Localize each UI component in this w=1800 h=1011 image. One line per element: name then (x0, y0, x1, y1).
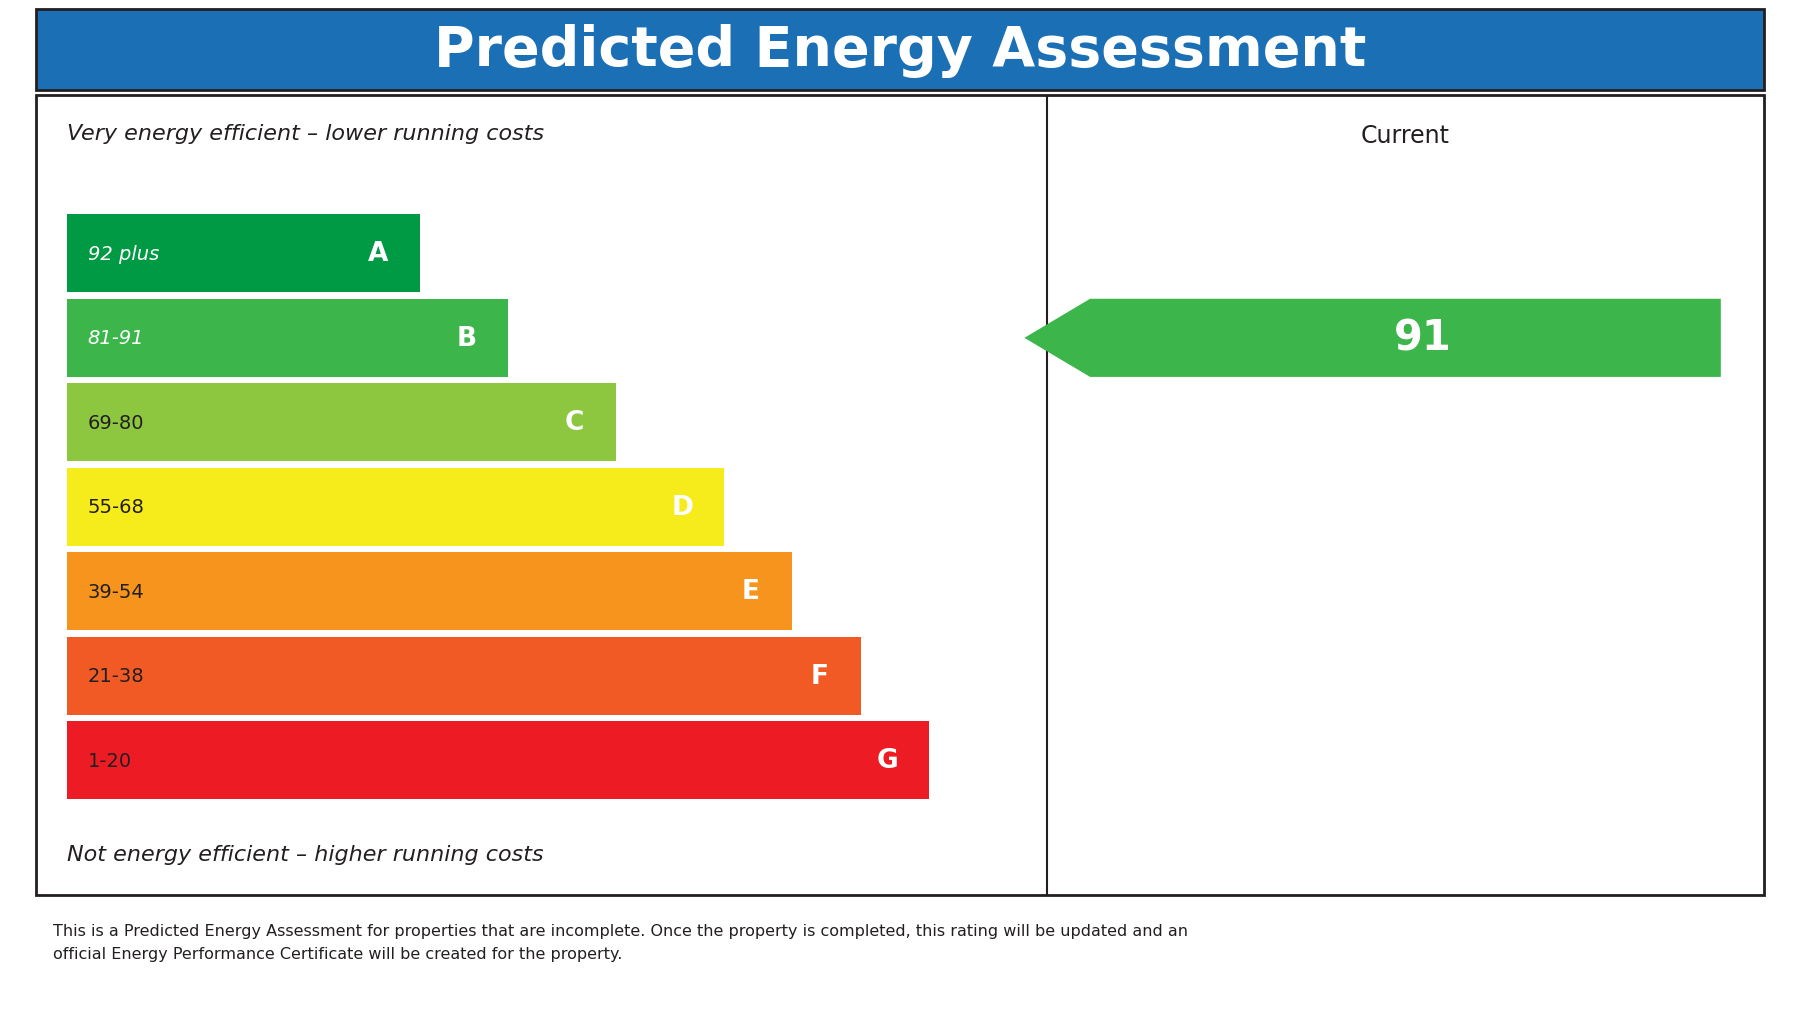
FancyBboxPatch shape (36, 10, 1764, 91)
FancyBboxPatch shape (67, 722, 929, 800)
Text: 91: 91 (1393, 317, 1451, 360)
Text: C: C (565, 409, 583, 436)
FancyBboxPatch shape (67, 468, 724, 546)
Text: 92 plus: 92 plus (88, 245, 158, 264)
Text: B: B (457, 326, 477, 352)
Text: 21-38: 21-38 (88, 666, 144, 685)
FancyBboxPatch shape (67, 299, 508, 377)
Text: E: E (742, 579, 760, 605)
Text: Not energy efficient – higher running costs: Not energy efficient – higher running co… (67, 844, 544, 864)
FancyBboxPatch shape (641, 468, 724, 546)
Text: A: A (369, 241, 389, 267)
Text: F: F (810, 663, 828, 690)
FancyBboxPatch shape (846, 722, 929, 800)
FancyBboxPatch shape (425, 299, 508, 377)
Text: This is a Predicted Energy Assessment for properties that are incomplete. Once t: This is a Predicted Energy Assessment fo… (54, 924, 1188, 960)
Text: Current: Current (1361, 124, 1451, 148)
Text: D: D (671, 494, 693, 521)
Text: Predicted Energy Assessment: Predicted Energy Assessment (434, 23, 1366, 78)
FancyBboxPatch shape (67, 637, 860, 715)
FancyBboxPatch shape (67, 553, 792, 631)
FancyBboxPatch shape (67, 215, 419, 293)
Text: 1-20: 1-20 (88, 751, 131, 770)
Text: 39-54: 39-54 (88, 582, 144, 602)
Polygon shape (1024, 299, 1721, 377)
FancyBboxPatch shape (67, 384, 616, 462)
Text: G: G (877, 748, 898, 773)
Text: Very energy efficient – lower running costs: Very energy efficient – lower running co… (67, 124, 544, 144)
FancyBboxPatch shape (709, 553, 792, 631)
Text: 81-91: 81-91 (88, 329, 144, 348)
FancyBboxPatch shape (778, 637, 860, 715)
Text: 55-68: 55-68 (88, 497, 144, 517)
FancyBboxPatch shape (337, 215, 419, 293)
FancyBboxPatch shape (533, 384, 616, 462)
Text: 69-80: 69-80 (88, 413, 144, 433)
FancyBboxPatch shape (36, 96, 1764, 895)
